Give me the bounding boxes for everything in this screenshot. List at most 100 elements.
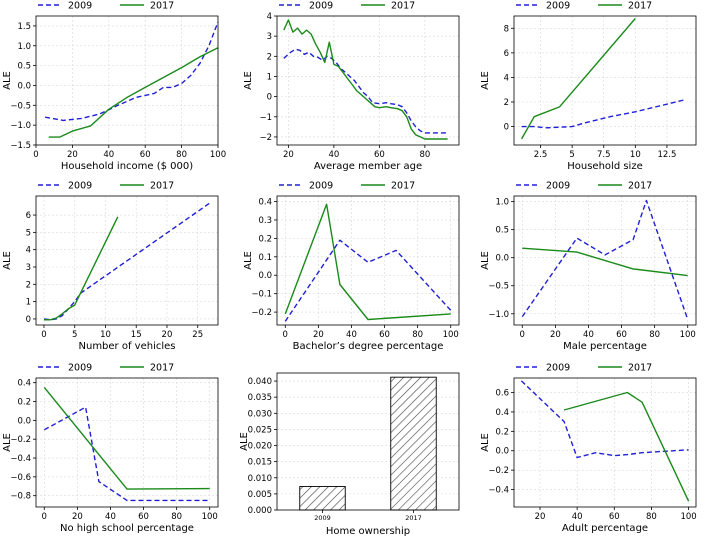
y-tick-label: 0 bbox=[504, 123, 509, 133]
x-tick-label: 80 bbox=[646, 512, 657, 522]
x-tick-label: 100 bbox=[443, 330, 459, 340]
x-tick-label: 0 bbox=[33, 150, 38, 160]
x-tick-label: 60 bbox=[138, 512, 149, 522]
axes-frame bbox=[513, 377, 697, 508]
x-axis-label: Household size bbox=[567, 161, 643, 172]
y-tick-label: 0.035 bbox=[248, 393, 272, 403]
x-tick-label: 80 bbox=[412, 330, 423, 340]
y-tick-label: 0.2 bbox=[258, 234, 272, 244]
chart-panel-8: 0.000 0.005 0.010 0.015 0.020 0.025 0.030 0.035… bbox=[239, 372, 460, 536]
axes-frame bbox=[513, 195, 697, 326]
x-tick-label: 12.5 bbox=[657, 150, 676, 160]
series-line-2009 bbox=[521, 98, 687, 129]
y-tick-label: 6 bbox=[26, 211, 31, 221]
x-tick-label: 40 bbox=[103, 150, 114, 160]
y-tick-label: 0.010 bbox=[248, 474, 272, 484]
x-tick-label: 80 bbox=[176, 150, 187, 160]
x-tick-label: 20 bbox=[550, 330, 561, 340]
x-tick-label: 0 bbox=[42, 512, 47, 522]
legend-label-2009: 2009 bbox=[68, 181, 92, 192]
x-axis-label: Bachelor’s degree percentage bbox=[293, 341, 444, 352]
x-tick-label: 20 bbox=[67, 150, 78, 160]
x-axis-label: Household income ($ 000) bbox=[61, 161, 193, 172]
y-tick-label: −0.4 bbox=[10, 454, 31, 464]
y-tick-label: 0.5 bbox=[17, 62, 31, 72]
y-tick-label: 0.5 bbox=[495, 226, 509, 236]
x-tick-label: 80 bbox=[419, 150, 430, 160]
x-axis-label: Male percentage bbox=[563, 341, 647, 352]
y-tick-label: 0 bbox=[26, 315, 31, 325]
y-tick-label: 8 bbox=[504, 24, 509, 34]
x-tick-label: 2.5 bbox=[534, 150, 548, 160]
y-tick-label: −1.5 bbox=[10, 141, 31, 151]
x-axis-label: No high school percentage bbox=[60, 523, 194, 534]
x-tick-label: 0 bbox=[283, 330, 288, 340]
y-tick-label: 2 bbox=[504, 98, 509, 108]
y-axis-label: ALE bbox=[239, 432, 250, 451]
y-tick-label: 0.1 bbox=[258, 253, 272, 263]
series-line-2017 bbox=[283, 19, 448, 140]
axes-frame bbox=[513, 15, 697, 146]
x-tick-label: 100 bbox=[680, 330, 696, 340]
bar-2017 bbox=[390, 376, 437, 511]
y-tick-label: −0.1 bbox=[251, 290, 272, 300]
x-tick-label: 10 bbox=[630, 150, 641, 160]
legend-label-2009: 2009 bbox=[68, 1, 92, 12]
y-tick-label: 1.0 bbox=[495, 198, 509, 208]
axes-frame bbox=[35, 15, 219, 146]
y-tick-label: −2 bbox=[259, 133, 272, 143]
x-tick-label: 20 bbox=[72, 512, 83, 522]
series-line-2009 bbox=[43, 406, 210, 502]
y-tick-label: 0.4 bbox=[495, 408, 509, 418]
y-tick-label: −1 bbox=[259, 113, 272, 123]
chart-panel-1: −1.5 −1.0 −0.5 0.0 0.5 1.0 1.5 0 20 40 60 80 100 2009… bbox=[2, 1, 226, 173]
series-line-2009 bbox=[44, 21, 219, 122]
y-axis-label: ALE bbox=[480, 433, 491, 452]
chart-panel-6: −1.0 −0.5 0.0 0.5 1.0 0 20 40 60 80 100 2009 2017 Mal… bbox=[480, 181, 697, 352]
y-tick-label: −0.8 bbox=[10, 492, 31, 502]
x-tick-label: 60 bbox=[616, 330, 627, 340]
x-tick-label: 5 bbox=[569, 150, 574, 160]
x-tick-label: 80 bbox=[171, 512, 182, 522]
x-axis-label: Number of vehicles bbox=[79, 341, 176, 352]
y-tick-label: 0.0 bbox=[258, 271, 272, 281]
y-tick-label: −0.2 bbox=[10, 435, 31, 445]
x-tick-label: 20 bbox=[162, 330, 173, 340]
x-tick-label: 20 bbox=[283, 150, 294, 160]
y-tick-label: −0.5 bbox=[488, 282, 509, 292]
series-line-2009 bbox=[520, 380, 689, 459]
y-tick-label: 5 bbox=[26, 228, 31, 238]
y-tick-label: 0.6 bbox=[495, 389, 509, 399]
legend-label-2017: 2017 bbox=[628, 181, 652, 192]
y-tick-label: −0.2 bbox=[251, 308, 272, 318]
chart-panel-2: −2 −1 0 1 2 3 4 20 40 60 80 2009 2017 Average member … bbox=[243, 1, 460, 172]
y-axis-label: ALE bbox=[2, 433, 13, 452]
x-axis-label: Adult percentage bbox=[562, 523, 648, 534]
legend-label-2017: 2017 bbox=[628, 1, 652, 12]
y-axis-label: ALE bbox=[480, 251, 491, 270]
y-tick-label: 0.0 bbox=[17, 81, 31, 91]
legend-label-2017: 2017 bbox=[150, 1, 174, 12]
y-tick-label: −1.0 bbox=[10, 121, 31, 131]
y-tick-label: 2 bbox=[26, 280, 31, 290]
legend-label-2009: 2009 bbox=[309, 1, 333, 12]
series-line-2017 bbox=[44, 216, 119, 321]
chart-panel-3: 0 2 4 6 8 2.5 5 7.5 10 12.5 2009 2017 Household size… bbox=[480, 1, 697, 172]
y-axis-label: ALE bbox=[2, 251, 13, 270]
y-tick-label: 0.015 bbox=[248, 458, 272, 468]
x-tick-label: 80 bbox=[649, 330, 660, 340]
axes-frame bbox=[276, 15, 460, 146]
legend-label-2017: 2017 bbox=[150, 181, 174, 192]
y-tick-label: 1.0 bbox=[17, 42, 31, 52]
bar-2009 bbox=[299, 486, 346, 511]
series-line-2009 bbox=[521, 199, 689, 320]
y-tick-label: −0.4 bbox=[488, 486, 509, 496]
y-tick-label: 1 bbox=[267, 72, 272, 82]
series-line-2009 bbox=[43, 202, 211, 321]
x-tick-label: 100 bbox=[210, 150, 226, 160]
axes-frame bbox=[35, 377, 219, 508]
x-axis-label: Average member age bbox=[314, 161, 422, 172]
chart-panel-4: 0 1 2 3 4 5 6 0 5 10 15 20 25 2009 2017 Number of vehic… bbox=[2, 181, 219, 352]
x-axis-label: Home ownership bbox=[326, 526, 410, 536]
y-tick-label: 0.0 bbox=[17, 416, 31, 426]
